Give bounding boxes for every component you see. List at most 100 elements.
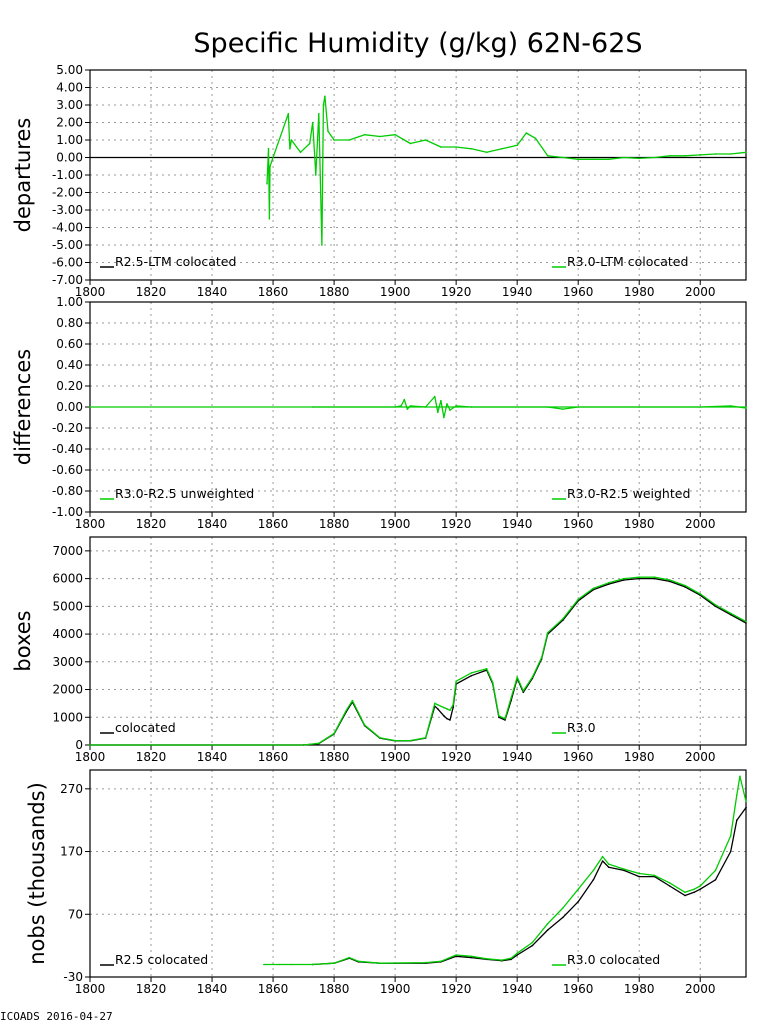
nobs-point-r2-5-colocated <box>592 879 595 881</box>
boxes-point-colocated <box>668 580 671 583</box>
boxes-point-r3-0 <box>470 672 473 674</box>
nobs-xtick-label: 1940 <box>502 982 533 996</box>
boxes-point-colocated <box>684 586 686 588</box>
nobs-xtick-label: 2000 <box>685 982 716 996</box>
nobs-point-r3-0-colocated <box>714 869 717 872</box>
departures-point-r3-0-ltm-colocated <box>333 139 335 141</box>
departures-point-r2-5-ltm-colocated <box>745 156 747 159</box>
departures-point-r3-0-ltm-colocated <box>287 113 290 115</box>
differences-point-r3-0-r2-5-weighted <box>409 405 412 407</box>
boxes-point-colocated <box>745 622 747 624</box>
departures-ytick-label: -2.00 <box>52 186 83 200</box>
nobs-point-r2-5-colocated <box>531 944 534 947</box>
differences-ytick-label: -0.20 <box>52 421 83 435</box>
boxes-point-colocated <box>623 579 625 581</box>
nobs-point-r3-0-colocated <box>263 963 265 966</box>
boxes-point-r3-0 <box>89 744 91 746</box>
boxes-point-r3-0 <box>562 618 564 620</box>
departures-point-r3-0-ltm-colocated <box>546 155 549 157</box>
nobs-xtick-label: 1820 <box>136 982 167 996</box>
differences-point-r3-0-r2-5-weighted <box>440 399 442 402</box>
departures-xtick-label: 1960 <box>563 285 594 299</box>
nobs-point-r2-5-colocated <box>562 916 564 919</box>
boxes-point-r3-0 <box>492 681 494 684</box>
differences-panel: 1800 1820 1840 1860 1880 1900 1920 1940 1960 1980… <box>11 295 747 531</box>
boxes-point-r3-0 <box>729 612 732 615</box>
departures-point-r3-0-ltm-colocated <box>638 157 640 160</box>
boxes-point-r3-0 <box>638 576 640 578</box>
departures-point-r3-0-ltm-colocated <box>394 133 396 136</box>
nobs-point-r2-5-colocated <box>638 875 640 878</box>
boxes-point-colocated <box>437 708 439 710</box>
boxes-ylabel: boxes <box>11 610 35 671</box>
departures-point-r3-0-ltm-colocated <box>424 139 427 141</box>
departures-point-r3-0-ltm-colocated <box>409 142 412 145</box>
boxes-point-colocated <box>504 719 506 721</box>
departures-point-r3-0-ltm-colocated <box>714 153 717 155</box>
nobs-point-r3-0-colocated <box>278 963 281 966</box>
nobs-series-r3-0-colocated <box>263 775 747 966</box>
departures-point-r3-0-ltm-colocated <box>289 148 291 150</box>
departures-point-r3-0-ltm-colocated <box>363 133 366 136</box>
figure-title: Specific Humidity (g/kg) 62N-62S <box>193 28 642 59</box>
boxes-point-r3-0 <box>434 702 436 705</box>
nobs-point-r2-5-colocated <box>693 891 695 894</box>
differences-ytick-label: 1.00 <box>56 295 83 309</box>
nobs-point-r3-0-colocated <box>668 882 671 884</box>
departures-point-r3-0-ltm-colocated <box>318 113 320 115</box>
departures-point-r3-0-ltm-colocated <box>315 174 317 176</box>
boxes-point-r3-0 <box>443 706 445 709</box>
boxes-point-r3-0 <box>546 631 549 634</box>
differences-xtick-label: 1860 <box>258 517 289 531</box>
differences-legend-label: R3.0-R2.5 weighted <box>567 486 690 501</box>
nobs-point-r3-0-colocated <box>348 956 351 959</box>
differences-point-r3-0-r2-5-weighted <box>434 395 436 398</box>
boxes-point-r3-0 <box>409 739 412 742</box>
departures-point-r3-0-ltm-colocated <box>470 148 473 150</box>
nobs-point-r3-0-colocated <box>379 962 381 964</box>
boxes-xtick-label: 1800 <box>75 750 106 764</box>
boxes-point-r3-0 <box>699 593 701 595</box>
departures-panel: 1800 1820 1840 1860 1880 1900 1920 1940 1960 1980… <box>11 63 747 299</box>
boxes-point-r3-0 <box>510 697 512 699</box>
departures-series-r3-0-ltm-colocated <box>266 95 747 246</box>
nobs-point-r3-0-colocated <box>729 835 732 837</box>
departures-ytick-label: -5.00 <box>52 238 83 252</box>
boxes-series-r3-0 <box>90 576 747 746</box>
nobs-point-r3-0-colocated <box>290 963 293 966</box>
nobs-xtick-label: 1800 <box>75 982 106 996</box>
nobs-point-r2-5-colocated <box>470 956 473 959</box>
differences-legend-label: R3.0-R2.5 unweighted <box>115 486 254 501</box>
boxes-point-r3-0 <box>745 620 747 623</box>
departures-point-r3-0-ltm-colocated <box>501 148 503 150</box>
differences-ytick-label: -0.80 <box>52 484 83 498</box>
boxes-xtick-label: 2000 <box>685 750 716 764</box>
nobs-point-r3-0-colocated <box>577 888 579 890</box>
nobs-point-r2-5-colocated <box>745 806 747 809</box>
differences-ytick-label: -0.40 <box>52 442 83 456</box>
boxes-point-r3-0 <box>577 598 579 601</box>
departures-point-r3-0-ltm-colocated <box>266 183 268 185</box>
boxes-point-colocated <box>607 583 610 585</box>
nobs-point-r2-5-colocated <box>546 929 549 931</box>
departures-ytick-label: -1.00 <box>52 168 83 182</box>
departures-legend-label: R2.5-LTM colocated <box>115 254 236 269</box>
nobs-ylabel: nobs (thousands) <box>25 782 49 965</box>
nobs-ytick-label: 70 <box>68 907 83 921</box>
differences-point-r3-0-r2-5-weighted <box>745 407 747 409</box>
nobs-point-r2-5-colocated <box>684 894 686 897</box>
departures-xtick-label: 1980 <box>624 285 655 299</box>
departures-ytick-label: -4.00 <box>52 221 83 235</box>
departures-xtick-label: 2000 <box>685 285 716 299</box>
departures-xtick-label: 1880 <box>319 285 350 299</box>
boxes-point-r3-0 <box>684 584 686 587</box>
differences-ytick-label: 0.60 <box>56 337 83 351</box>
differences-point-r3-0-r2-5-weighted <box>449 409 451 411</box>
nobs-point-r2-5-colocated <box>699 888 701 890</box>
boxes-point-r3-0 <box>516 676 518 678</box>
nobs-point-r3-0-colocated <box>592 869 595 872</box>
nobs-point-r3-0-colocated <box>424 961 427 964</box>
departures-ytick-label: 1.00 <box>56 133 83 147</box>
boxes-legend-label: R3.0 <box>567 720 596 735</box>
